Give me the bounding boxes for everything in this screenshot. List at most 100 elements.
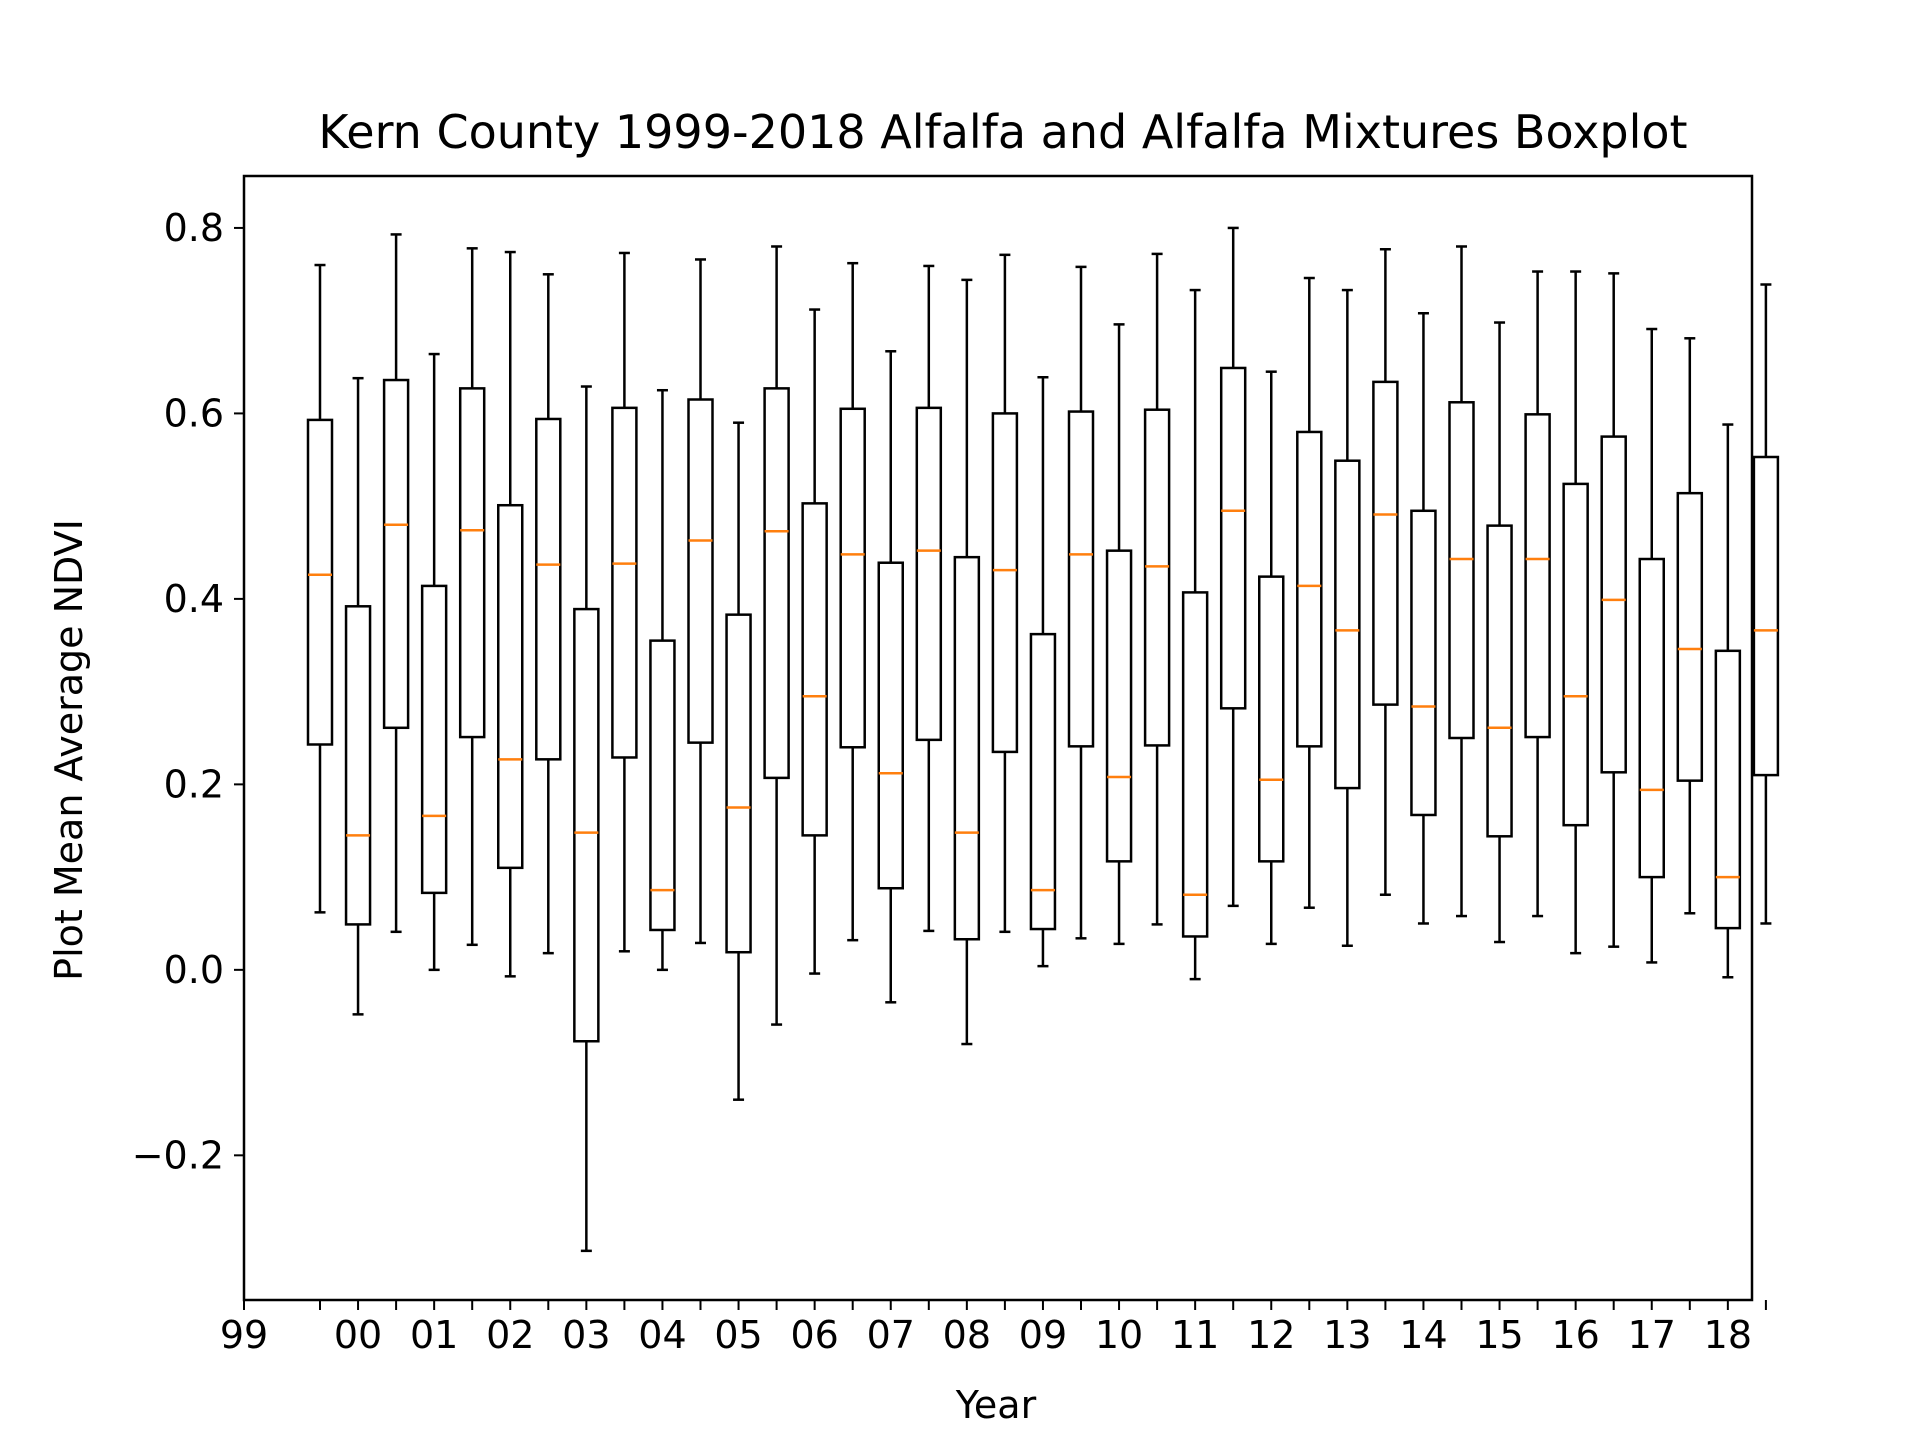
iqr-box — [458, 387, 486, 739]
box-group — [344, 376, 372, 1016]
box-group — [573, 385, 600, 1253]
y-tick-label: 0.6 — [164, 391, 224, 435]
iqr-box — [1296, 430, 1323, 748]
x-tick-label: 06 — [790, 1313, 838, 1357]
iqr-box — [1638, 557, 1665, 879]
iqr-box — [420, 584, 448, 895]
x-tick-label: 14 — [1399, 1313, 1447, 1357]
iqr-box — [1752, 455, 1780, 777]
box-group — [991, 253, 1019, 934]
x-tick-label: 18 — [1704, 1313, 1752, 1357]
iqr-box — [915, 406, 943, 742]
iqr-box — [1067, 410, 1095, 748]
iqr-box — [1334, 459, 1361, 790]
box-group — [1638, 327, 1665, 964]
box-group — [687, 258, 714, 945]
box-group — [1448, 245, 1475, 918]
box-group — [1334, 288, 1361, 947]
x-tick-label: 09 — [1019, 1313, 1067, 1357]
x-tick-label: 12 — [1247, 1313, 1295, 1357]
box-group — [1372, 248, 1399, 896]
iqr-box — [1258, 575, 1285, 863]
box-group — [306, 263, 334, 914]
y-tick-label: 0.0 — [164, 948, 224, 992]
box-group — [1600, 272, 1627, 948]
box-group — [1752, 283, 1780, 925]
box-group — [497, 250, 524, 978]
iqr-box — [953, 555, 981, 941]
y-tick-label: 0.2 — [164, 762, 224, 806]
plot-area — [306, 226, 1780, 1253]
x-tick-label: 15 — [1475, 1313, 1523, 1357]
box-group — [1524, 270, 1551, 918]
iqr-box — [1105, 549, 1133, 863]
x-tick-label: 13 — [1323, 1313, 1371, 1357]
box-group — [649, 388, 676, 972]
x-tick-label: 08 — [943, 1313, 991, 1357]
box-group — [458, 247, 486, 947]
iqr-box — [1410, 509, 1437, 817]
x-tick-label: 11 — [1171, 1313, 1219, 1357]
box-group — [1676, 337, 1704, 915]
x-tick-label: 17 — [1628, 1313, 1676, 1357]
iqr-box — [344, 605, 372, 926]
box-group — [763, 245, 790, 1026]
x-tick-label: 10 — [1095, 1313, 1143, 1357]
iqr-box — [1676, 491, 1704, 782]
box-group — [1486, 321, 1513, 944]
x-tick-label: 01 — [410, 1313, 458, 1357]
iqr-box — [1486, 524, 1513, 838]
box-group — [1029, 375, 1057, 968]
plot-frame — [242, 174, 1754, 1302]
box-group — [839, 261, 866, 942]
x-tick-label: 02 — [486, 1313, 534, 1357]
x-axis: 99 00 01 02 03 04 05 06 07 08 09 10 11 12 13 14 15 16 17 18 — [220, 1300, 1767, 1357]
box-group — [1105, 323, 1133, 946]
iqr-box — [1143, 408, 1171, 747]
iqr-box — [763, 387, 790, 780]
x-tick-label: 05 — [714, 1313, 762, 1357]
iqr-box — [382, 378, 410, 730]
x-tick-label: 04 — [638, 1313, 686, 1357]
y-axis: −0.2 0.0 0.2 0.4 0.6 0.8 — [132, 206, 244, 1177]
y-tick-label: −0.2 — [132, 1133, 224, 1177]
box-group — [1219, 226, 1247, 908]
iqr-box — [306, 418, 334, 746]
box-group — [1296, 276, 1323, 909]
box-group — [535, 273, 562, 955]
x-tick-label: 03 — [562, 1313, 610, 1357]
x-tick-label: 07 — [867, 1313, 915, 1357]
iqr-box — [611, 406, 638, 759]
iqr-box — [1181, 591, 1209, 938]
y-tick-label: 0.8 — [164, 206, 224, 250]
x-tick-label: 00 — [334, 1313, 382, 1357]
x-tick-label: 16 — [1551, 1313, 1599, 1357]
box-group — [1258, 370, 1285, 946]
iqr-box — [1714, 649, 1742, 930]
y-axis-label: Plot Mean Average NDVI — [47, 519, 91, 981]
iqr-box — [573, 607, 600, 1043]
iqr-box — [1524, 413, 1551, 739]
iqr-box — [1448, 401, 1475, 740]
x-tick-label: 99 — [220, 1313, 268, 1357]
iqr-box — [839, 407, 866, 749]
box-group — [801, 308, 828, 975]
iqr-box — [1372, 380, 1399, 706]
box-group — [1562, 270, 1589, 955]
box-group — [1067, 265, 1095, 940]
x-axis-label: Year — [955, 1383, 1037, 1427]
iqr-box — [535, 417, 562, 761]
box-group — [611, 251, 638, 953]
iqr-box — [725, 613, 752, 954]
iqr-box — [991, 412, 1019, 754]
iqr-box — [497, 503, 524, 870]
iqr-box — [1600, 435, 1627, 774]
iqr-box — [1219, 366, 1247, 710]
box-group — [1143, 252, 1171, 926]
box-group — [382, 233, 410, 934]
box-group — [1181, 288, 1209, 981]
box-group — [915, 264, 943, 933]
iqr-box — [1029, 632, 1057, 931]
